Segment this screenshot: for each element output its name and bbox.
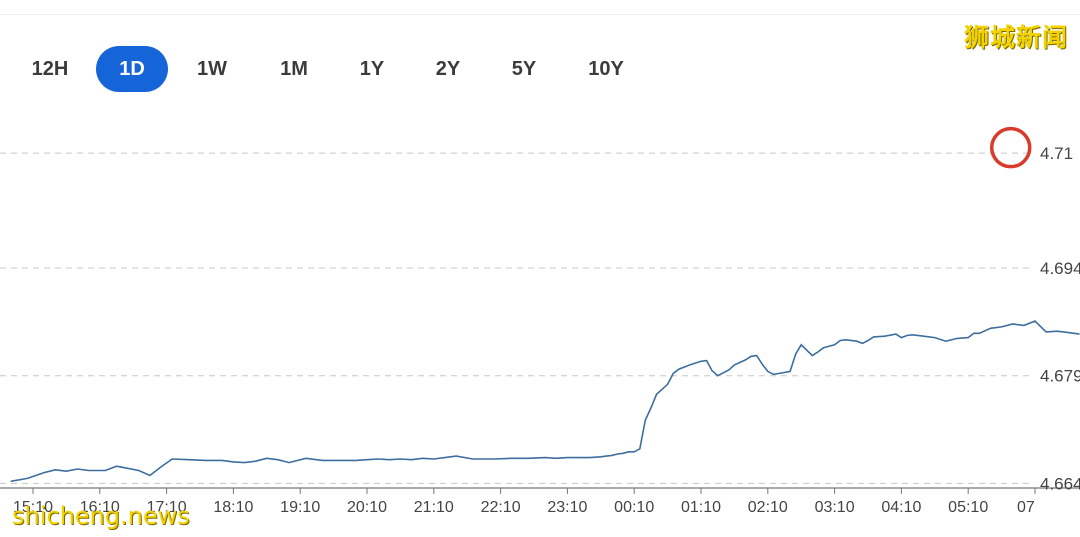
y-tick-label: 4.664: [1040, 474, 1080, 493]
x-tick-label: 02:10: [748, 499, 788, 516]
tab-10y[interactable]: 10Y: [588, 58, 624, 80]
watermark-url: shicheng.news: [12, 502, 190, 530]
x-tick-label: 03:10: [815, 499, 855, 516]
x-tick-label: 23:10: [547, 499, 587, 516]
top-divider: [0, 14, 1080, 15]
grid-lines: [0, 152, 1080, 489]
x-tick-label: 19:10: [280, 499, 320, 516]
tab-1d[interactable]: 1D: [96, 46, 168, 92]
price-line: [10, 320, 1080, 483]
tab-5y[interactable]: 5Y: [511, 58, 537, 80]
x-tick-label: 04:10: [881, 499, 921, 516]
x-tick-label: 00:10: [614, 499, 654, 516]
x-axis-ticks: 15:10 16:10 17:10 18:10 19:10 20:10 21:10 22:10…: [13, 488, 1036, 516]
y-tick-label: 4.679: [1040, 367, 1080, 386]
x-tick-label: 07: [1017, 499, 1035, 516]
tab-2y[interactable]: 2Y: [435, 58, 461, 80]
x-tick-label: 15:10: [13, 499, 53, 516]
highlight-circle: [989, 126, 1032, 169]
x-tick-label: 16:10: [80, 499, 120, 516]
x-tick-label: 05:10: [948, 499, 988, 516]
y-axis-ticks: 4.71 4.694 4.679 4.664: [1040, 144, 1080, 493]
x-tick-label: 17:10: [147, 499, 187, 516]
x-tick-label: 21:10: [414, 499, 454, 516]
time-range-tabs: 12H 1D 1W 1M 1Y 2Y 5Y 10Y: [0, 46, 700, 92]
tab-12h[interactable]: 12H: [31, 58, 69, 80]
x-tick-label: 22:10: [481, 499, 521, 516]
x-tick-label: 20:10: [347, 499, 387, 516]
tab-1m[interactable]: 1M: [280, 58, 308, 80]
y-tick-label: 4.694: [1040, 259, 1080, 278]
x-tick-label: 18:10: [213, 499, 253, 516]
watermark-logo-text: 狮城新闻: [963, 23, 1068, 52]
tab-1w[interactable]: 1W: [197, 58, 227, 80]
y-tick-label: 4.71: [1040, 144, 1073, 163]
x-tick-label: 01:10: [681, 499, 721, 516]
tab-1y[interactable]: 1Y: [359, 58, 385, 80]
